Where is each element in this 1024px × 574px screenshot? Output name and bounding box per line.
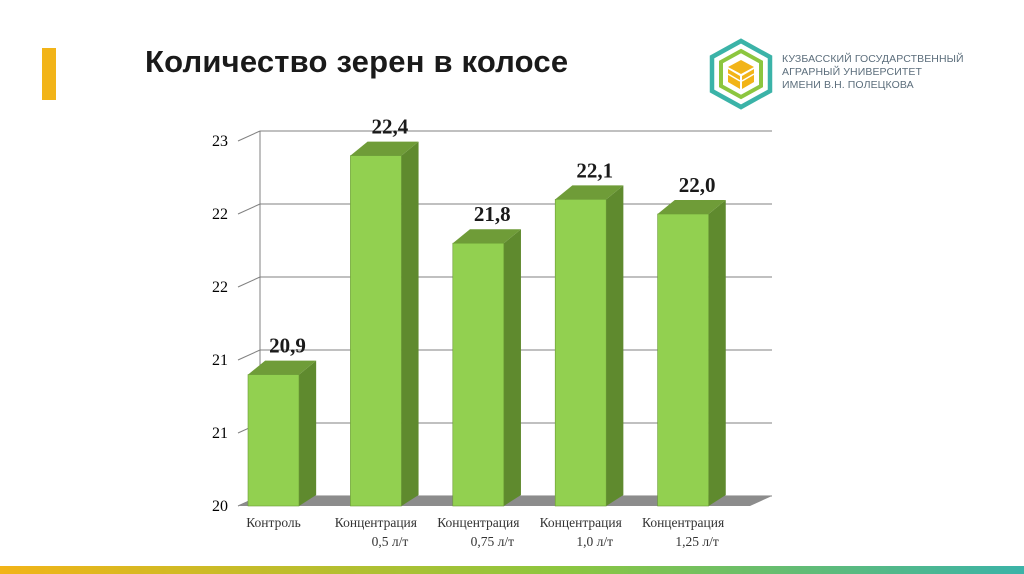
bar-side [708, 200, 726, 506]
x-tick-label: 0,5 л/т [372, 534, 409, 549]
x-tick-label: 0,75 л/т [471, 534, 514, 549]
x-tick-label: Контроль [246, 515, 301, 530]
bar-top [657, 200, 726, 214]
bar [247, 374, 300, 507]
data-label: 22,0 [679, 173, 716, 197]
university-emblem-icon [709, 38, 773, 110]
y-tick-label: 23 [212, 133, 228, 150]
bar [452, 242, 505, 507]
x-tick-label: Концентрация [335, 515, 417, 530]
x-tick-label: Концентрация [642, 515, 724, 530]
gridline-side [237, 276, 261, 288]
x-tick-label: 1,25 л/т [675, 534, 718, 549]
bar-side [606, 185, 624, 506]
bar [350, 155, 402, 507]
university-name-line3: ИМЕНИ В.Н. ПОЛЕЦКОВА [782, 79, 914, 91]
x-tick-label: Концентрация [540, 515, 622, 530]
data-label: 22,4 [372, 115, 409, 139]
gridline-side [237, 349, 261, 361]
x-tick-label: Концентрация [437, 515, 519, 530]
bar-side [503, 229, 521, 506]
data-label: 21,8 [474, 202, 511, 226]
university-logo: КУЗБАССКИЙ ГОСУДАРСТВЕННЫЙ АГРАРНЫЙ УНИВ… [708, 38, 1008, 110]
bar [554, 199, 607, 507]
university-name-line1: КУЗБАССКИЙ ГОСУДАРСТВЕННЫЙ [782, 53, 964, 65]
bar [657, 213, 709, 507]
data-label: 20,9 [269, 334, 306, 358]
footer-stripe [0, 566, 1024, 574]
university-name-line2: АГРАРНЫЙ УНИВЕРСИТЕТ [782, 66, 922, 78]
x-tick-label: 1,0 л/т [576, 534, 613, 549]
data-label: 22,1 [576, 158, 613, 182]
y-tick-label: 20 [212, 498, 228, 515]
bar-side [401, 141, 419, 506]
bar-top [248, 360, 317, 375]
bar-top [452, 229, 521, 244]
y-tick-label: 22 [212, 279, 228, 296]
bar-top [555, 185, 624, 200]
slide-title: Количество зерен в колосе [145, 44, 569, 79]
bar-top [350, 141, 419, 156]
y-tick-label: 21 [212, 425, 228, 442]
gridline-side [237, 130, 261, 142]
title-accent-bar [42, 48, 56, 100]
bar-side [299, 360, 317, 506]
y-tick-label: 21 [212, 352, 228, 369]
y-tick-label: 22 [212, 206, 228, 223]
university-name: КУЗБАССКИЙ ГОСУДАРСТВЕННЫЙ АГРАРНЫЙ УНИВ… [782, 53, 964, 92]
gridline-side [237, 203, 261, 215]
